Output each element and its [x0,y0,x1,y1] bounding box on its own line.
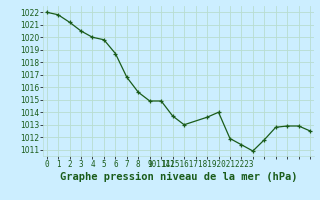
X-axis label: Graphe pression niveau de la mer (hPa): Graphe pression niveau de la mer (hPa) [60,172,297,182]
